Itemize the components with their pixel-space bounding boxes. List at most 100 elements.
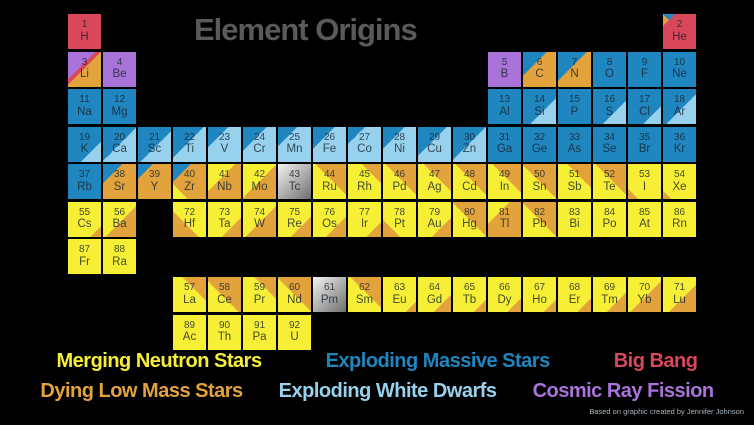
atomic-number: 59 [253, 282, 266, 294]
atomic-number: 28 [393, 131, 406, 143]
atomic-number: 41 [218, 169, 231, 181]
atomic-number: 16 [603, 94, 616, 106]
element-tile-Sb: 51 Sb [558, 164, 591, 199]
atomic-number: 81 [498, 206, 511, 218]
element-tile-Eu: 63 Eu [383, 277, 416, 312]
element-symbol: Cs [77, 218, 92, 231]
element-symbol: Ne [672, 68, 687, 81]
atomic-number: 13 [498, 94, 511, 106]
atomic-number: 56 [113, 206, 126, 218]
element-symbol: Cl [639, 105, 650, 118]
atomic-number: 45 [358, 169, 371, 181]
element-tile-Nd: 60 Nd [278, 277, 311, 312]
element-tile-Bi: 83 Bi [558, 201, 591, 237]
element-tile-Sn: 50 Sn [523, 164, 556, 199]
element-symbol: Th [217, 331, 232, 344]
element-symbol: As [567, 143, 582, 156]
element-symbol: Pr [253, 293, 266, 306]
element-symbol: Ti [184, 143, 195, 156]
element-symbol: Rh [357, 180, 372, 193]
atomic-number: 50 [533, 169, 546, 181]
atomic-number: 89 [183, 319, 196, 331]
element-symbol: Rb [77, 180, 92, 193]
atomic-number: 7 [571, 56, 578, 68]
element-tile-Pm: 61 Pm [313, 277, 346, 312]
element-symbol: Ni [394, 143, 405, 156]
periodic-table-fblock: 57 La 58 Ce 59 Pr 60 Nd 61 Pm 62 Sm 63 Eu 64 Gd 65 Tb 66 Dy… [68, 277, 696, 350]
atomic-number: 71 [673, 282, 686, 294]
element-tile-Pd: 46 Pd [383, 164, 416, 199]
element-symbol: Ar [673, 105, 686, 118]
element-tile-S: 16 S [593, 89, 626, 124]
atomic-number: 64 [428, 282, 441, 294]
atomic-number: 47 [428, 169, 441, 181]
element-symbol: N [570, 68, 579, 81]
element-symbol: Se [602, 143, 617, 156]
element-tile-Pa: 91 Pa [243, 314, 276, 350]
element-tile-P: 15 P [558, 89, 591, 124]
element-tile-Hf: 72 Hf [173, 201, 206, 237]
element-tile-Ca: 20 Ca [103, 126, 136, 162]
element-tile-Ir: 77 Ir [348, 201, 381, 237]
atomic-number: 10 [673, 56, 686, 68]
atomic-number: 32 [533, 131, 546, 143]
element-tile-Pr: 59 Pr [243, 277, 276, 312]
element-symbol: Ru [322, 180, 337, 193]
element-tile-Sc: 21 Sc [138, 126, 171, 162]
atomic-number: 69 [603, 282, 616, 294]
atomic-number: 55 [78, 206, 91, 218]
element-symbol: Tl [499, 218, 510, 231]
element-symbol: Dy [497, 293, 512, 306]
atomic-number: 2 [676, 19, 683, 31]
element-symbol: Ta [218, 218, 231, 231]
element-symbol: Sr [113, 180, 126, 193]
element-tile-Al: 13 Al [488, 89, 521, 124]
element-tile-Rh: 45 Rh [348, 164, 381, 199]
atomic-number: 63 [393, 282, 406, 294]
element-symbol: K [80, 143, 89, 156]
element-tile-Er: 68 Er [558, 277, 591, 312]
element-symbol: Li [80, 68, 89, 81]
element-symbol: Ho [532, 293, 547, 306]
legend-item-dying-low-mass-stars: Dying Low Mass Stars [40, 380, 243, 402]
atomic-number: 82 [533, 206, 546, 218]
element-symbol: O [605, 68, 614, 81]
atomic-number: 74 [253, 206, 266, 218]
element-symbol: Zn [462, 143, 477, 156]
atomic-number: 92 [288, 319, 301, 331]
atomic-number: 36 [673, 131, 686, 143]
element-symbol: Si [534, 105, 545, 118]
element-tile-V: 23 V [208, 126, 241, 162]
element-symbol: Sc [147, 143, 162, 156]
element-tile-Si: 14 Si [523, 89, 556, 124]
atomic-number: 51 [568, 169, 581, 181]
atomic-number: 72 [183, 206, 196, 218]
element-tile-Ne: 10 Ne [663, 51, 696, 87]
atomic-number: 5 [501, 56, 508, 68]
atomic-number: 39 [148, 169, 161, 181]
element-symbol: Pt [394, 218, 405, 231]
legend-row-1: Merging Neutron Stars Exploding Massive S… [0, 350, 754, 373]
periodic-table-main: 1 H 2 He 3 Li 4 Be 5 B 6 C 7 N 8 O 9 F 10 Ne 11 Na 12 Mg 13 Al 14 S… [68, 14, 696, 274]
atomic-number: 17 [638, 94, 651, 106]
element-tile-Se: 34 Se [593, 126, 626, 162]
atomic-number: 44 [323, 169, 336, 181]
element-symbol: Co [357, 143, 372, 156]
atomic-number: 46 [393, 169, 406, 181]
element-symbol: Cd [462, 180, 477, 193]
element-tile-Rb: 37 Rb [68, 164, 101, 199]
atomic-number: 4 [116, 56, 123, 68]
atomic-number: 88 [113, 244, 126, 256]
element-tile-Pt: 78 Pt [383, 201, 416, 237]
atomic-number: 12 [113, 94, 126, 106]
element-tile-Ti: 22 Ti [173, 126, 206, 162]
atomic-number: 27 [358, 131, 371, 143]
element-symbol: Fr [79, 255, 90, 268]
element-tile-Tm: 69 Tm [593, 277, 626, 312]
element-symbol: S [605, 105, 614, 118]
element-symbol: P [570, 105, 579, 118]
element-symbol: Xe [672, 180, 687, 193]
element-tile-Mn: 25 Mn [278, 126, 311, 162]
